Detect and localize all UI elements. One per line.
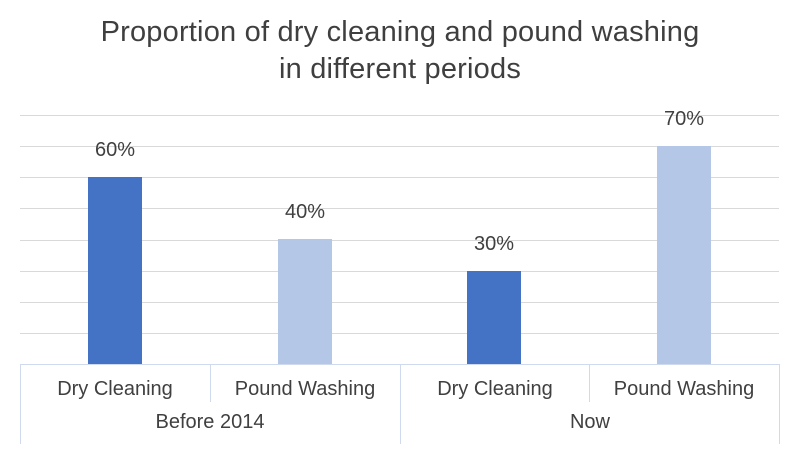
axis-band-divider bbox=[20, 364, 21, 444]
chart-title: Proportion of dry cleaning and pound was… bbox=[100, 16, 700, 85]
bar-value-label: 30% bbox=[473, 233, 515, 255]
bar-dry-cleaning-before-2014 bbox=[88, 177, 142, 364]
axis-category-divider bbox=[210, 364, 211, 402]
bar-value-label: 70% bbox=[663, 108, 705, 130]
gridline bbox=[20, 239, 779, 241]
bar-value-label: 60% bbox=[94, 139, 136, 161]
axis-category-label: Dry Cleaning bbox=[437, 378, 553, 400]
gridline bbox=[20, 146, 779, 148]
axis-band-divider bbox=[779, 364, 780, 444]
gridline bbox=[20, 301, 779, 303]
bar-pound-washing-now bbox=[657, 146, 711, 364]
bar-dry-cleaning-now bbox=[467, 271, 521, 364]
category-axis-line bbox=[20, 364, 779, 365]
axis-category-label: Dry Cleaning bbox=[57, 378, 173, 400]
axis-category-label: Pound Washing bbox=[234, 378, 376, 400]
axis-band-divider bbox=[400, 364, 401, 444]
gridline bbox=[20, 177, 779, 179]
gridline bbox=[20, 332, 779, 334]
axis-group-label: Now bbox=[569, 411, 610, 433]
gridline bbox=[20, 208, 779, 210]
axis-category-label: Pound Washing bbox=[613, 378, 755, 400]
gridline bbox=[20, 270, 779, 272]
axis-category-divider bbox=[589, 364, 590, 402]
bar-value-label: 40% bbox=[284, 201, 326, 223]
gridline bbox=[20, 115, 779, 116]
bar-pound-washing-before-2014 bbox=[278, 239, 332, 364]
axis-group-label: Before 2014 bbox=[155, 411, 265, 433]
